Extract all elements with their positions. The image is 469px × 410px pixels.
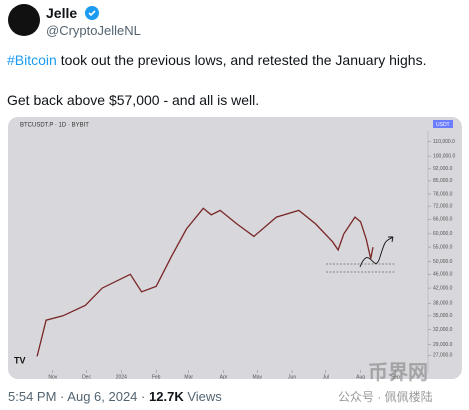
x-tick-label: Apr [220, 374, 228, 379]
watermark-brand: 币界网 [368, 362, 428, 384]
time: 5:54 PM [8, 389, 57, 404]
chart: BTCUSDT.P · 1D · BYBIT USDT TV 110,000.0… [8, 117, 462, 379]
y-tick-label: 32,000.0 [433, 327, 453, 333]
y-tick-label: 92,000.0 [433, 166, 453, 172]
tv-logo: TV [14, 355, 26, 365]
x-tick-label: Sep [391, 374, 400, 379]
verified-badge [85, 6, 99, 20]
y-tick-label: 66,000.0 [433, 217, 453, 223]
y-tick-label: 46,000.0 [433, 272, 453, 278]
tweet-text: took out the previous lows, and retested… [56, 52, 427, 68]
separator: · [141, 389, 146, 404]
x-tick-label: Mar [184, 374, 193, 379]
y-tick-label: 110,000.0 [433, 139, 455, 145]
y-tick-label: 55,000.0 [433, 244, 453, 250]
y-tick-label: 85,000.0 [433, 178, 453, 184]
projection-arrow [359, 236, 394, 268]
x-tick-label: Jul [323, 374, 329, 379]
currency-tag [433, 120, 453, 128]
x-tick-label: Aug [356, 374, 365, 379]
handle[interactable]: @CryptoJelleNL [46, 23, 141, 38]
y-tick-label: 29,000.0 [433, 342, 453, 348]
price-line [36, 207, 374, 357]
chart-bg [8, 117, 462, 379]
y-tick-label: 42,000.0 [433, 285, 453, 291]
arrow-head [388, 236, 394, 243]
x-tick-label: Nov [48, 374, 57, 379]
y-tick-label: 38,000.0 [433, 301, 453, 307]
y-tick-label: 100,000.0 [433, 153, 455, 159]
date: Aug 6, 2024 [67, 389, 138, 404]
y-tick-label: 78,000.0 [433, 191, 453, 197]
footer: 5:54 PM · Aug 6, 2024 · 12.7K Views [8, 389, 222, 404]
y-tick-label: 35,000.0 [433, 313, 453, 319]
y-tick-label: 72,000.0 [433, 203, 453, 209]
chart-title: BTCUSDT.P · 1D · BYBIT [20, 123, 89, 129]
x-tick-label: Jun [288, 374, 296, 379]
avatar[interactable] [8, 4, 40, 36]
hashtag[interactable]: #Bitcoin [7, 52, 57, 68]
views-label: Views [187, 389, 222, 404]
separator: · [60, 389, 65, 404]
views-count: 12.7K [149, 389, 184, 404]
tweet-line: #Bitcoin took out the previous lows, and… [7, 52, 426, 68]
display-name[interactable]: Jelle [46, 5, 78, 21]
x-tick-label: 2024 [116, 374, 127, 379]
y-tick-label: 60,000.0 [433, 231, 453, 237]
y-tick-label: 50,000.0 [433, 259, 453, 265]
x-tick-label: May [253, 374, 263, 379]
y-tick-label: 27,000.0 [433, 353, 453, 359]
x-tick-label: Dec [82, 374, 91, 379]
x-tick-label: Feb [152, 374, 161, 379]
tweet-text: Get back above $57,000 - and all is well… [7, 92, 260, 108]
watermark-account: 公众号 · 佩佩楼陆 [338, 390, 433, 404]
currency: USDT [436, 122, 450, 128]
